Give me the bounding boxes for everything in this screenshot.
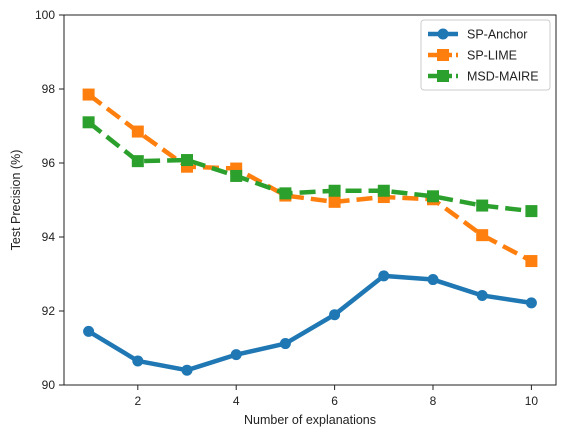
data-point [329, 309, 341, 321]
legend-entry: SP-LIME [428, 49, 517, 63]
legend-entry: SP-Anchor [428, 28, 527, 42]
data-point [378, 270, 390, 282]
x-tick-label: 4 [233, 394, 240, 408]
legend-marker [437, 49, 449, 61]
legend-label: SP-LIME [467, 49, 517, 63]
data-point [328, 195, 341, 208]
data-point [132, 355, 144, 367]
data-point [83, 325, 95, 337]
series-line [87, 273, 532, 373]
data-point [476, 289, 488, 301]
data-point [377, 184, 390, 197]
legend-marker [437, 70, 449, 82]
x-tick-label: 6 [331, 394, 338, 408]
series-sp-anchor [83, 270, 537, 376]
legend-box [420, 19, 551, 91]
data-point [427, 190, 439, 203]
data-point [525, 297, 537, 309]
data-point [279, 187, 292, 200]
data-point [328, 184, 341, 197]
legend-label: SP-Anchor [467, 28, 527, 42]
y-axis-label: Test Precision (%) [9, 150, 23, 251]
axes-layer: 2 4 6 8 10 90 92 94 96 98 100 [35, 8, 557, 408]
legend-label: MSD-MAIRE [467, 70, 539, 84]
legend-entry: MSD-MAIRE [428, 70, 539, 84]
data-point [181, 154, 193, 167]
series-layer [82, 88, 538, 376]
data-point [476, 229, 489, 242]
x-tick-label: 2 [134, 394, 141, 408]
data-point [82, 116, 95, 129]
data-point [427, 274, 439, 286]
data-point [476, 199, 489, 212]
axes-frame [63, 14, 557, 386]
legend-marker [437, 28, 449, 40]
y-tick-label: 92 [42, 304, 56, 318]
y-tick-label: 98 [42, 82, 56, 96]
series-line [87, 92, 533, 264]
data-point [181, 364, 193, 376]
data-point [525, 205, 538, 218]
data-point [525, 255, 538, 268]
y-tick-label: 96 [42, 156, 56, 170]
legend: SP-Anchor SP-LIME MSD-MAIRE [420, 19, 551, 91]
series-msd-maire [82, 116, 538, 218]
data-point [279, 338, 291, 350]
data-point [82, 88, 95, 101]
x-tick-label: 10 [525, 394, 539, 408]
data-point [230, 169, 243, 182]
data-point [131, 125, 144, 138]
data-point [131, 155, 144, 168]
series-sp-lime [82, 88, 538, 268]
data-point [230, 349, 242, 361]
series-line [87, 120, 532, 214]
y-tick-label: 94 [42, 230, 56, 244]
y-tick-label: 90 [42, 378, 56, 392]
y-tick-label: 100 [35, 8, 55, 22]
x-axis-label: Number of explanations [244, 413, 376, 427]
x-tick-label: 8 [430, 394, 437, 408]
